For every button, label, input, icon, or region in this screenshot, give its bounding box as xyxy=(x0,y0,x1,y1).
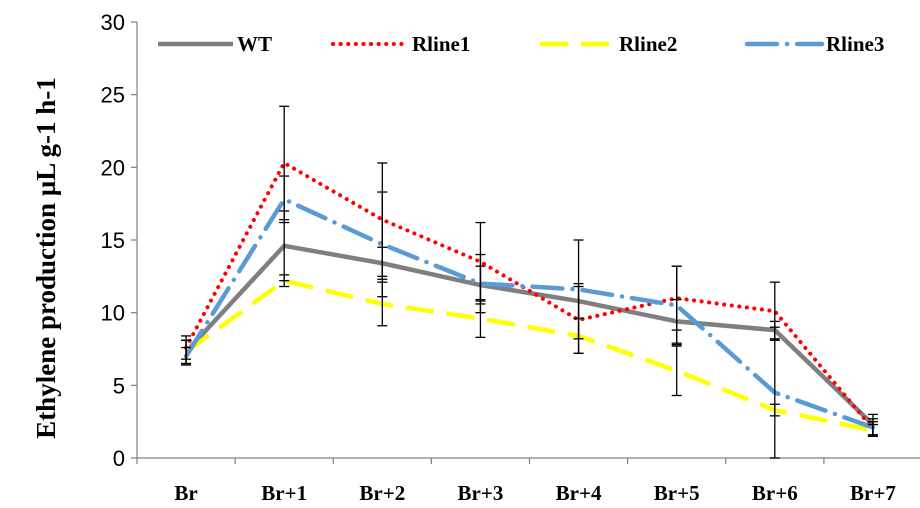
legend-entry-rline3: Rline3 xyxy=(744,32,884,56)
series-layer xyxy=(183,160,876,433)
y-ticks: 0 5 10 15 20 25 30 xyxy=(101,10,137,471)
x-tick-label: Br+7 xyxy=(850,481,896,505)
legend: WT Rline1 Rline2 Rline3 xyxy=(158,32,884,56)
y-tick-label: 15 xyxy=(101,228,125,253)
series-line-rline1 xyxy=(184,160,875,431)
x-tick-label: Br+5 xyxy=(654,481,700,505)
y-tick-label: 5 xyxy=(113,373,125,398)
error-bar xyxy=(769,326,780,459)
legend-entry-wt: WT xyxy=(158,32,272,56)
legend-label: Rline3 xyxy=(826,32,884,56)
error-bar xyxy=(475,253,486,314)
error-bar xyxy=(279,274,290,288)
series-line-wt xyxy=(184,243,875,427)
error-bar xyxy=(573,239,584,340)
y-tick-label: 20 xyxy=(101,155,125,180)
legend-label: Rline1 xyxy=(412,32,470,56)
y-tick-label: 30 xyxy=(101,10,125,35)
x-tick-label: Br+6 xyxy=(752,481,798,505)
legend-entry-rline1: Rline1 xyxy=(331,32,470,56)
error-bar xyxy=(279,175,290,224)
x-tick-label: Br xyxy=(174,481,197,505)
error-bar xyxy=(181,346,192,366)
y-tick-label: 0 xyxy=(113,446,125,471)
error-bar xyxy=(377,191,388,298)
legend-label: WT xyxy=(237,32,272,56)
y-tick-label: 10 xyxy=(101,301,125,326)
series-line-rline3 xyxy=(183,197,876,430)
x-tick-label: Br+4 xyxy=(556,481,602,505)
error-bar xyxy=(671,345,682,397)
legend-label: Rline2 xyxy=(619,32,677,56)
x-tick-label: Br+1 xyxy=(261,481,307,505)
error-bar xyxy=(671,265,682,346)
legend-entry-rline2: Rline2 xyxy=(540,32,677,56)
errorbar-layer xyxy=(181,105,878,459)
x-tick-label: Br+2 xyxy=(359,481,405,505)
y-tick-label: 25 xyxy=(101,83,125,108)
error-bar xyxy=(867,418,878,437)
x-tick-label: Br+3 xyxy=(458,481,504,505)
series-line-rline2 xyxy=(184,278,874,433)
x-ticks: Br Br+1 Br+2 Br+3 Br+4 Br+5 Br+6 Br+7 xyxy=(136,458,896,505)
y-axis-title: Ethylene production µL g-1 h-1 xyxy=(31,77,61,439)
